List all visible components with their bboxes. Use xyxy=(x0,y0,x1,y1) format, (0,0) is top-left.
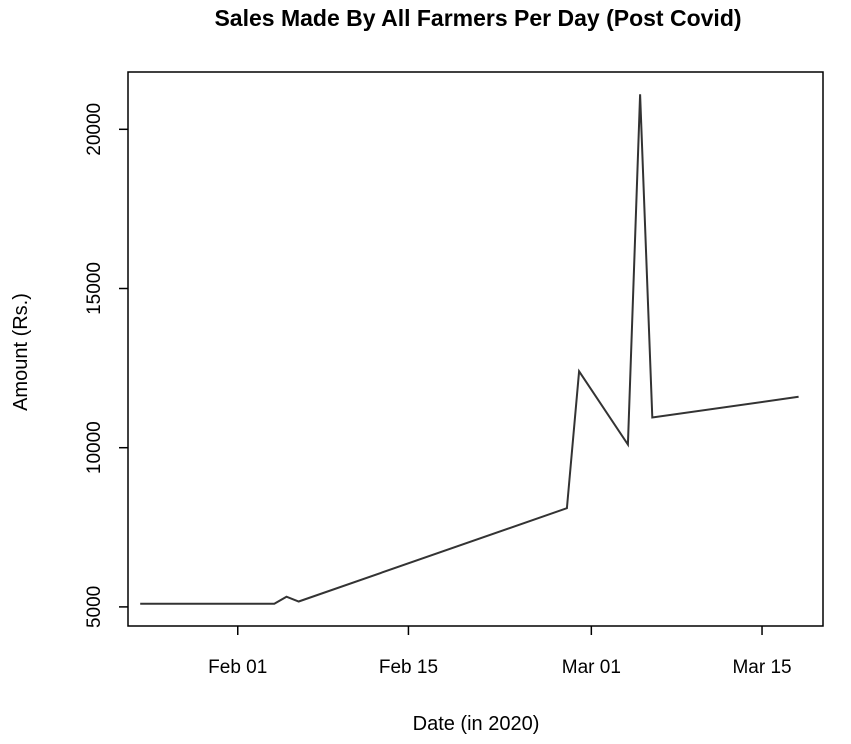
x-tick-label: Feb 15 xyxy=(379,657,438,678)
y-tick-label: 15000 xyxy=(84,262,105,315)
x-tick-label: Mar 15 xyxy=(732,657,791,678)
series-line xyxy=(140,94,799,605)
x-tick-label: Feb 01 xyxy=(208,657,267,678)
y-tick-label: 20000 xyxy=(84,103,105,156)
chart-title: Sales Made By All Farmers Per Day (Post … xyxy=(214,5,741,31)
x-axis: Feb 01 Feb 15 Mar 01 Mar 15 xyxy=(208,626,792,678)
plot-frame xyxy=(127,71,824,627)
y-tick-label: 10000 xyxy=(84,421,105,474)
x-axis-label: Date (in 2020) xyxy=(413,713,540,735)
y-axis-label: Amount (Rs.) xyxy=(10,293,32,411)
series-layer xyxy=(140,94,799,605)
x-tick-label: Mar 01 xyxy=(562,657,621,678)
y-axis: 5000 10000 15000 20000 xyxy=(84,103,128,628)
y-tick-label: 5000 xyxy=(84,586,105,628)
